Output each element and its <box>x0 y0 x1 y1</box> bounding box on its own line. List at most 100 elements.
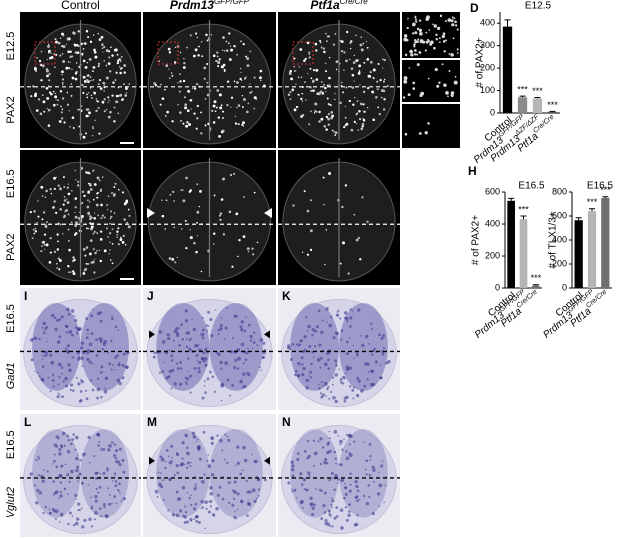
stain-dot <box>95 471 98 475</box>
stain-dot <box>175 513 180 518</box>
stain-dot <box>289 357 293 361</box>
cell-dot <box>195 250 198 254</box>
stain-dot <box>374 360 378 364</box>
cell-dot <box>67 192 71 196</box>
cell-dot <box>74 51 78 54</box>
cell-dot <box>206 62 209 66</box>
stain-dot <box>378 483 383 488</box>
stain-dot <box>348 443 351 446</box>
cell-dot <box>301 251 304 253</box>
cell-dot <box>62 98 64 100</box>
cell-dot <box>120 60 122 62</box>
cell-dot <box>71 76 75 80</box>
stain-dot <box>114 480 118 483</box>
stain-dot <box>262 341 266 345</box>
stain-dot <box>326 521 328 523</box>
cell-dot <box>82 59 86 63</box>
cell-dot <box>291 88 295 92</box>
cell-dot <box>442 40 446 43</box>
cell-dot <box>98 38 102 41</box>
cell-dot <box>403 76 408 81</box>
cell-dot <box>109 217 112 220</box>
cell-dot <box>413 53 417 56</box>
cell-dot <box>323 50 326 54</box>
cell-dot <box>103 98 106 101</box>
stain-dot <box>296 452 300 455</box>
stain-dot <box>184 463 186 466</box>
stain-dot <box>49 353 53 357</box>
cell-dot <box>313 112 316 114</box>
stain-dot <box>340 526 344 530</box>
cell-dot <box>416 53 419 56</box>
row-marker: PAX2 <box>5 96 17 123</box>
stain-dot <box>96 433 101 437</box>
stain-dot <box>59 494 63 498</box>
cell-dot <box>35 109 39 112</box>
stain-dot <box>332 336 336 340</box>
cell-dot <box>249 91 252 94</box>
stain-dot <box>114 456 118 460</box>
cell-dot <box>77 108 79 111</box>
stain-dot <box>168 369 172 374</box>
stain-dot <box>378 333 381 337</box>
cell-dot <box>326 84 329 87</box>
stain-dot <box>231 385 234 387</box>
stain-dot <box>356 489 360 493</box>
cell-dot <box>219 106 223 110</box>
cell-dot <box>454 75 457 78</box>
stain-dot <box>35 458 38 462</box>
stain-dot <box>100 515 103 518</box>
cell-dot <box>453 80 458 85</box>
cell-dot <box>351 73 355 77</box>
cell-dot <box>45 87 49 90</box>
cell-dot <box>227 42 230 45</box>
cell-dot <box>237 123 240 126</box>
cell-dot <box>47 124 51 127</box>
y-tick-label: 0 <box>495 282 500 292</box>
stain-dot <box>200 332 205 337</box>
error-bar <box>589 208 595 212</box>
cell-dot <box>222 110 225 113</box>
stain-dot <box>168 349 171 352</box>
cell-dot <box>382 67 384 69</box>
cell-dot <box>41 195 44 197</box>
stain-dot <box>180 367 183 370</box>
cell-dot <box>335 68 338 71</box>
stain-dot <box>83 518 87 522</box>
cell-dot <box>116 236 118 238</box>
cell-dot <box>158 60 161 62</box>
stain-dot <box>77 509 80 512</box>
stain-dot <box>41 326 44 329</box>
stain-dot <box>220 382 225 387</box>
cell-dot <box>116 53 119 56</box>
cell-dot <box>244 76 247 79</box>
stain-dot <box>196 445 201 450</box>
stain-dot <box>178 344 182 347</box>
cell-dot <box>323 125 327 128</box>
cell-dot <box>300 97 303 101</box>
cell-dot <box>153 82 157 85</box>
stain-dot <box>102 471 106 475</box>
cell-dot <box>328 56 331 59</box>
stain-dot <box>233 510 236 513</box>
stain-dot <box>112 480 114 482</box>
tissue <box>146 424 273 535</box>
cell-dot <box>287 93 291 97</box>
stain-dot <box>100 339 103 342</box>
cell-dot <box>219 218 222 222</box>
stain-dot <box>220 399 223 402</box>
cell-dot <box>251 90 253 93</box>
cell-dot <box>88 58 92 61</box>
stain-dot <box>201 316 204 319</box>
stain-dot <box>348 337 351 339</box>
stain-dot <box>312 356 315 359</box>
cell-dot <box>46 74 49 78</box>
cell-dot <box>435 33 438 36</box>
cell-dot <box>192 54 196 58</box>
cell-dot <box>56 248 60 251</box>
cell-dot <box>74 72 78 75</box>
stain-dot <box>153 351 157 355</box>
cell-dot <box>185 176 188 180</box>
panel-bg <box>402 60 460 102</box>
stain-dot <box>118 381 122 386</box>
